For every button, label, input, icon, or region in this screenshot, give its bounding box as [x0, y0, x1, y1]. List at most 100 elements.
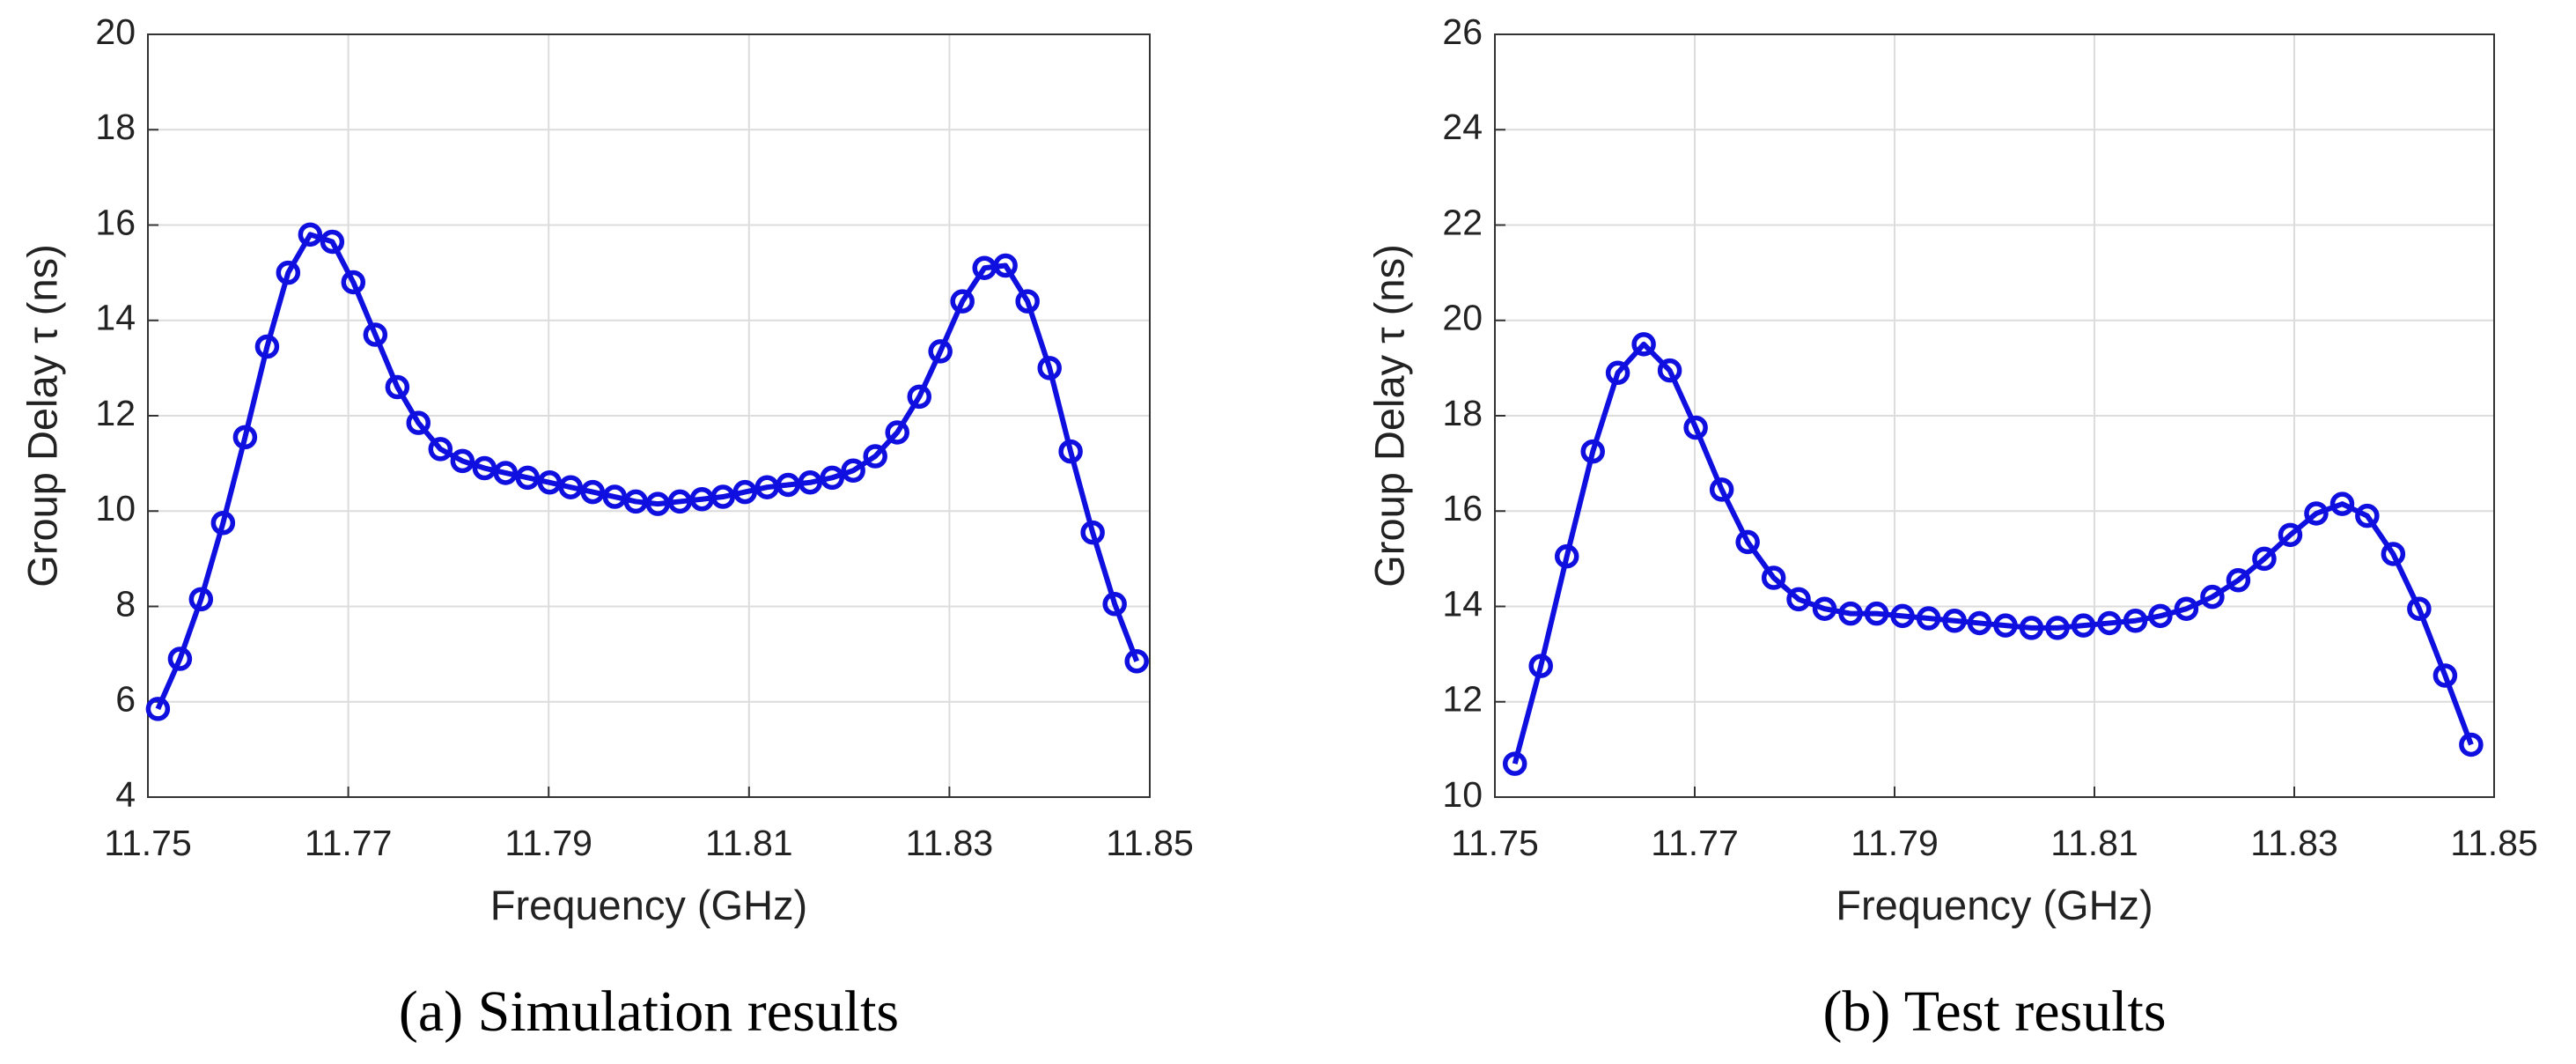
marker [863, 444, 887, 469]
x-tick-label: 11.75 [104, 823, 192, 863]
marker [1631, 332, 1656, 357]
y-tick-label: 12 [1442, 679, 1483, 720]
marker [2174, 596, 2199, 621]
marker [1124, 648, 1149, 674]
marker [1709, 477, 1734, 502]
marker [667, 489, 693, 514]
marker [493, 461, 519, 485]
marker [1683, 415, 1708, 440]
marker [298, 222, 323, 248]
x-tick-label: 11.79 [1851, 823, 1939, 863]
marker [167, 647, 193, 671]
marker [145, 697, 171, 721]
marker [820, 465, 845, 491]
y-tick-label: 6 [115, 679, 136, 720]
marker [907, 384, 932, 410]
marker [1786, 587, 1811, 612]
marker [2381, 542, 2406, 566]
plot-frame [147, 33, 1151, 798]
marker [2045, 616, 2070, 640]
marker [1735, 529, 1760, 555]
y-tick-label: 10 [95, 488, 136, 528]
y-tick-label: 4 [115, 774, 136, 815]
marker [341, 270, 366, 295]
marker [406, 410, 431, 435]
marker [776, 472, 800, 498]
y-tick-label: 8 [115, 583, 136, 624]
marker [1812, 596, 1837, 621]
marker [2459, 732, 2484, 757]
marker [1838, 601, 1863, 626]
marker [580, 479, 606, 505]
marker [558, 475, 583, 499]
marker [885, 420, 909, 445]
marker [1864, 601, 1889, 626]
marker [1554, 543, 1579, 569]
marker [645, 491, 670, 516]
marker [1580, 439, 1605, 464]
y-tick-label: 10 [1442, 774, 1483, 815]
x-tick-label: 11.83 [906, 823, 994, 863]
y-axis-label: Group Delay τ (ns) [1365, 244, 1412, 587]
y-tick-label: 22 [1442, 202, 1483, 242]
marker [2071, 613, 2096, 638]
y-tick-label: 24 [1442, 107, 1483, 147]
marker [188, 587, 214, 612]
x-tick-label: 11.85 [2450, 823, 2538, 863]
marker [928, 339, 953, 364]
x-tick-label: 11.85 [1106, 823, 1194, 863]
marker [1657, 358, 1682, 383]
chart: 4 6 8 10 12 14 16 18 20 11.75 11.77 11.79 11.81 11.83… [18, 11, 1193, 1044]
y-tick-label: 14 [1442, 583, 1483, 624]
marker [472, 455, 497, 481]
y-tick-label: 20 [1442, 298, 1483, 338]
x-tick-label: 11.81 [2050, 823, 2138, 863]
caption: (b) Test results [1822, 979, 2166, 1044]
marker [1058, 439, 1083, 464]
y-axis-label: Group Delay τ (ns) [18, 244, 65, 587]
marker [2097, 610, 2122, 636]
marker [841, 458, 865, 483]
y-tick-label: 16 [1442, 488, 1483, 528]
marker [993, 253, 1018, 278]
marker [2226, 567, 2251, 593]
chart: 10 12 14 16 18 20 22 24 26 11.75 11.77 11.79 11.81 11… [1365, 11, 2537, 1044]
plot-frame [1494, 33, 2495, 798]
marker [1993, 613, 2018, 638]
marker [363, 322, 388, 347]
marker [1080, 520, 1105, 545]
y-tick-label: 20 [95, 11, 136, 52]
marker [1502, 751, 1527, 776]
marker [1916, 606, 1941, 631]
marker [1102, 592, 1127, 617]
x-axis-label: Frequency (GHz) [490, 882, 807, 928]
marker [2019, 616, 2044, 640]
marker [385, 374, 410, 400]
marker [2407, 596, 2432, 621]
marker [1605, 360, 1630, 386]
marker [950, 289, 975, 314]
x-tick-label: 11.79 [504, 823, 592, 863]
marker [1528, 654, 1553, 678]
marker [2304, 501, 2329, 526]
marker [798, 470, 822, 495]
marker [732, 479, 757, 505]
marker [515, 465, 541, 491]
marker [254, 334, 280, 359]
x-tick-label: 11.75 [1451, 823, 1539, 863]
marker [1942, 608, 1967, 633]
marker [450, 448, 475, 474]
marker [320, 229, 345, 255]
marker [1890, 603, 1915, 629]
marker [1037, 356, 1062, 381]
marker [2148, 603, 2173, 629]
marker [2432, 663, 2458, 688]
marker [537, 470, 563, 495]
x-tick-label: 11.81 [705, 823, 793, 863]
marker [2252, 546, 2277, 572]
marker [428, 437, 453, 462]
y-tick-label: 18 [95, 107, 136, 147]
x-tick-label: 11.77 [1651, 823, 1739, 863]
marker [2200, 584, 2225, 610]
marker [210, 511, 236, 536]
